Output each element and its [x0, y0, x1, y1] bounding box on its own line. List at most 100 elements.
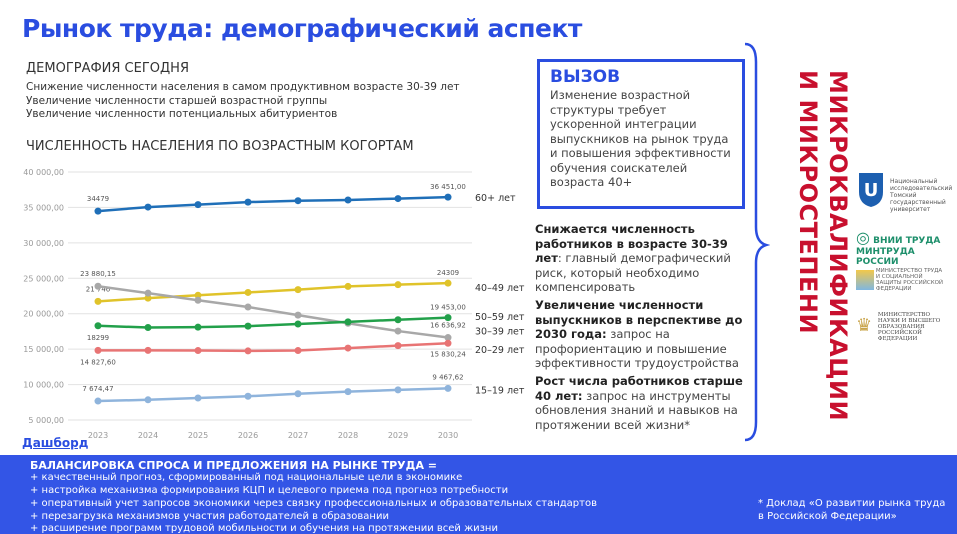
data-point — [244, 288, 252, 296]
data-point — [244, 198, 252, 206]
point-bold: Рост числа работников старше 40 лет: — [535, 374, 743, 403]
bottom-banner: БАЛАНСИРОВКА СПРОСА И ПРЕДЛОЖЕНИЯ НА РЫН… — [0, 455, 957, 534]
data-label: 19 453,00 — [430, 304, 466, 312]
logo-text: МИНИСТЕРСТВО НАУКИ И ВЫСШЕГО ОБРАЗОВАНИЯ… — [877, 312, 941, 342]
data-point — [444, 279, 452, 287]
data-point — [244, 303, 252, 311]
data-label: 36 451,00 — [430, 183, 466, 191]
data-point — [144, 346, 152, 354]
data-point — [294, 390, 302, 398]
point-item: Снижается численность работников в возра… — [535, 222, 755, 295]
x-tick-label: 2025 — [188, 431, 208, 440]
x-tick-label: 2023 — [88, 431, 108, 440]
logo-text: МИНИСТЕРСТВО ТРУДА И СОЦИАЛЬНОЙ ЗАЩИТЫ Р… — [875, 268, 944, 292]
data-point — [394, 386, 402, 394]
data-point — [444, 339, 452, 347]
line-chart: 5 000,00 10 000,00 15 000,00 20 000,00 25 00… — [23, 168, 525, 440]
point-bold: Снижается численность работников в возра… — [535, 222, 728, 265]
data-point — [294, 197, 302, 205]
data-point — [294, 320, 302, 328]
data-point — [94, 282, 102, 290]
data-point — [144, 203, 152, 211]
y-tick-label: 40 000,00 — [23, 168, 64, 177]
demography-line: Увеличение численности старшей возрастно… — [26, 95, 328, 107]
demography-line: Увеличение численности потенциальных аби… — [26, 108, 338, 120]
y-tick-label: 30 000,00 — [23, 239, 64, 248]
data-point — [344, 318, 352, 326]
point-text: запрос на профориентацию и повышение эфф… — [535, 327, 739, 370]
tsu-shield-icon: U — [859, 173, 883, 207]
data-point — [344, 388, 352, 396]
series-line — [97, 342, 449, 353]
data-point — [144, 324, 152, 332]
data-point — [94, 322, 102, 330]
series-name-label: 50–59 лет — [475, 312, 525, 323]
x-tick-label: 2024 — [138, 431, 158, 440]
point-text: запрос на инструменты обновления знаний … — [535, 388, 738, 432]
data-point — [344, 196, 352, 204]
challenge-heading: ВЫЗОВ — [550, 67, 621, 87]
data-point — [444, 384, 452, 392]
data-point — [244, 322, 252, 330]
data-label: 18299 — [87, 334, 109, 342]
data-point — [294, 286, 302, 294]
data-point — [444, 334, 452, 342]
data-label: 9 467,62 — [432, 373, 463, 381]
banner-item: + настройка механизма формирования КЦП и… — [30, 485, 509, 496]
data-point — [294, 311, 302, 319]
point-text: : главный демографический риск, который … — [535, 251, 731, 294]
data-point — [144, 289, 152, 297]
svg-text:U: U — [864, 180, 879, 201]
y-tick-label: 35 000,00 — [23, 203, 64, 212]
data-point — [394, 342, 402, 350]
data-label: 7 674,47 — [82, 385, 113, 393]
x-tick-label: 2026 — [238, 431, 258, 440]
data-point — [294, 347, 302, 355]
series-line — [97, 281, 449, 303]
data-point — [194, 291, 202, 299]
dashboard-link[interactable]: Дашборд — [22, 436, 89, 450]
x-tick-label: 2028 — [338, 431, 358, 440]
series-name-label: 15–19 лет — [475, 386, 525, 397]
series-line — [97, 195, 449, 213]
data-label: 24309 — [437, 269, 459, 277]
point-item: Увеличение численности выпускников в пер… — [535, 298, 755, 371]
data-point — [244, 392, 252, 400]
mintrud-logo: МИНИСТЕРСТВО ТРУДА И СОЦИАЛЬНОЙ ЗАЩИТЫ Р… — [856, 268, 956, 292]
eagle-emblem-icon: ♛ — [856, 315, 873, 336]
y-tick-label: 10 000,00 — [23, 381, 64, 390]
data-point — [194, 323, 202, 331]
y-tick-label: 20 000,00 — [23, 310, 64, 319]
mintrud-emblem-icon — [856, 270, 874, 290]
series-name-label: 40–49 лет — [475, 283, 525, 294]
data-point — [144, 294, 152, 302]
data-point — [394, 316, 402, 324]
banner-item: + оперативный учет запросов экономики че… — [30, 498, 597, 509]
banner-title: БАЛАНСИРОВКА СПРОСА И ПРЕДЛОЖЕНИЯ НА РЫН… — [30, 459, 438, 472]
data-point — [194, 394, 202, 402]
data-point — [94, 207, 102, 215]
data-label: 14 827,60 — [80, 358, 116, 366]
data-point — [194, 296, 202, 304]
data-point — [444, 193, 452, 201]
curly-brace — [744, 42, 770, 442]
chart-title: ЧИСЛЕННОСТЬ НАСЕЛЕНИЯ ПО ВОЗРАСТНЫМ КОГО… — [26, 139, 414, 154]
y-tick-label: 15 000,00 — [23, 345, 64, 354]
logo-text: ВНИИ ТРУДА МИНТРУДА РОССИИ — [856, 236, 941, 267]
challenge-box: ВЫЗОВ Изменение возрастной структуры тре… — [537, 59, 745, 209]
y-tick-label: 5 000,00 — [28, 416, 64, 425]
data-point — [194, 201, 202, 209]
x-tick-label: 2029 — [388, 431, 408, 440]
data-label: 15 830,24 — [430, 350, 466, 358]
data-point — [394, 195, 402, 203]
data-point — [344, 282, 352, 290]
data-point — [94, 397, 102, 405]
series-name-label: 30–39 лет — [475, 327, 525, 338]
banner-item: + расширение программ трудовой мобильнос… — [30, 523, 498, 534]
data-point — [144, 396, 152, 404]
data-point — [344, 344, 352, 352]
logo-text: Национальный исследовательский Томский г… — [890, 178, 953, 213]
data-point — [394, 281, 402, 289]
data-point — [444, 314, 452, 322]
vnii-logo: ◎ ВНИИ ТРУДА МИНТРУДА РОССИИ — [856, 228, 941, 267]
